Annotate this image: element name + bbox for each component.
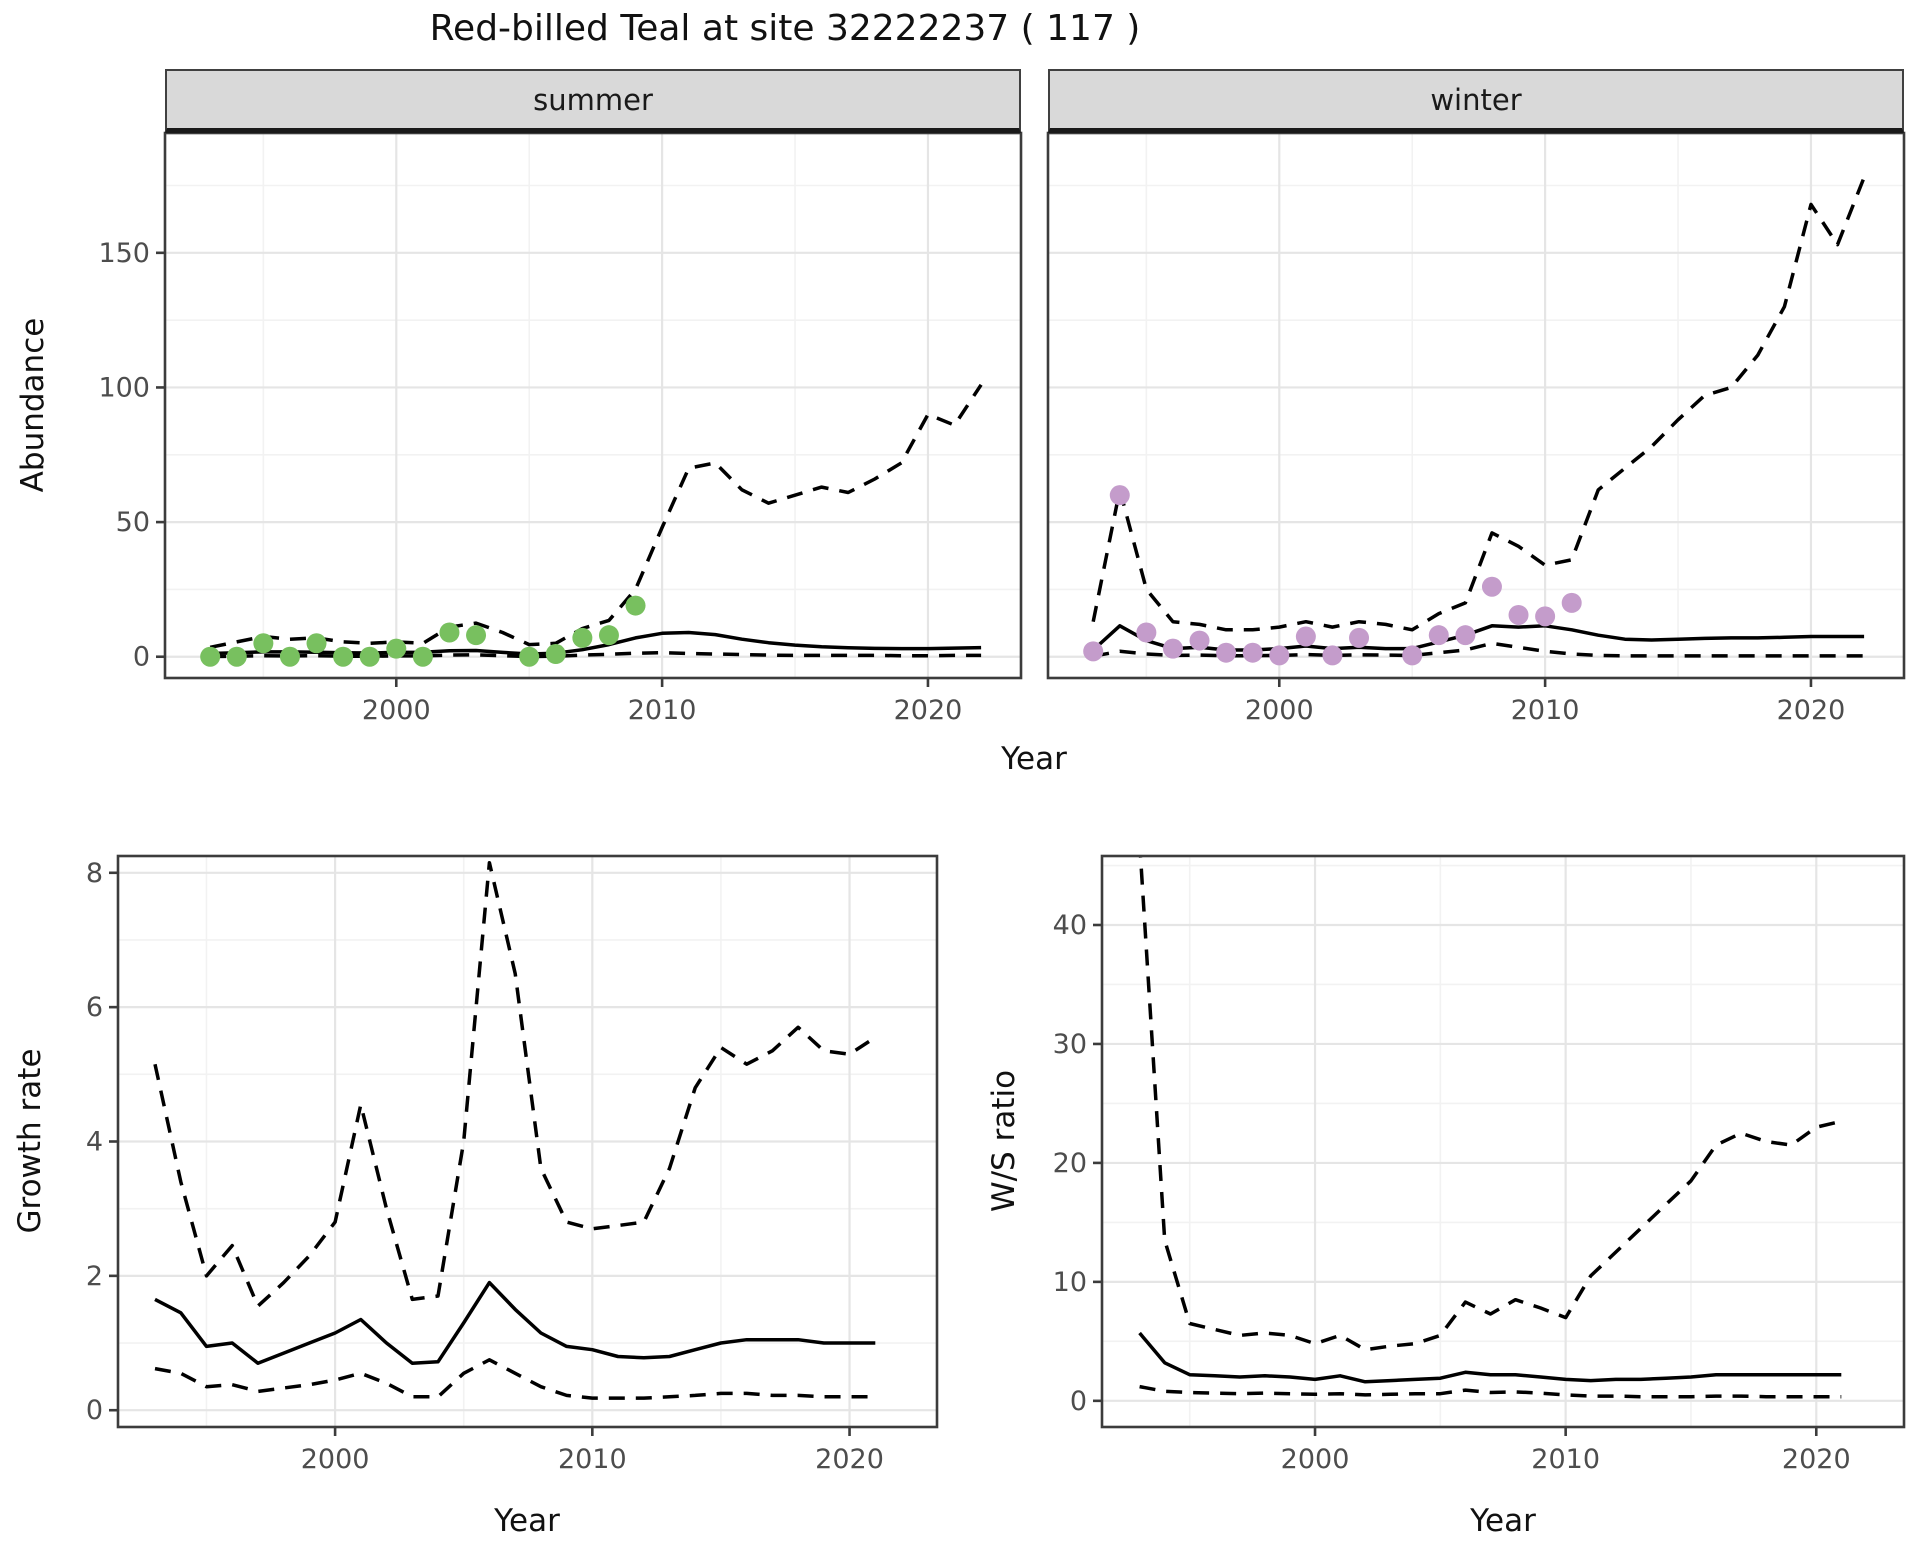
y-tick-label: 0 xyxy=(1070,1386,1087,1417)
data-point xyxy=(1561,592,1582,613)
data-point xyxy=(572,627,593,648)
x-tick-label: 2020 xyxy=(1782,1444,1851,1475)
data-point xyxy=(1455,625,1476,646)
facet-strip-winter: winter xyxy=(1048,69,1904,133)
data-point xyxy=(519,646,540,667)
data-point xyxy=(1216,642,1237,663)
x-tick-label: 2010 xyxy=(628,695,697,726)
data-point xyxy=(1083,641,1104,662)
data-point xyxy=(279,646,300,667)
data-point xyxy=(625,595,646,616)
data-point xyxy=(1136,622,1157,643)
y-axis-title-growth-rate: Growth rate xyxy=(12,1048,48,1234)
growth_rate-lower_ci-line xyxy=(154,1358,876,1400)
abundance_winter-series xyxy=(1083,176,1866,666)
data-point xyxy=(545,644,566,665)
panel-abundance_summer: 2000 2010 2020 0 50 100 150 xyxy=(98,131,1023,726)
data-point xyxy=(1322,645,1343,666)
facet-strip-summer-label: summer xyxy=(533,82,653,117)
x-tick-label: 2020 xyxy=(1777,695,1846,726)
y-tick-label: 0 xyxy=(86,1395,103,1426)
x-axis-title-year-ws: Year xyxy=(1470,1503,1536,1539)
data-point xyxy=(466,625,487,646)
x-tick-label: 2000 xyxy=(1281,1444,1350,1475)
x-tick-label: 2020 xyxy=(815,1444,884,1475)
x-tick-label: 2010 xyxy=(558,1444,627,1475)
abundance_winter-lower_ci-line xyxy=(1092,641,1865,658)
data-point xyxy=(598,625,619,646)
data-point xyxy=(1109,485,1130,506)
abundance_summer-upper_ci-line xyxy=(209,383,983,650)
y-axis-title-abundance: Abundance xyxy=(15,317,51,493)
panel-ws_ratio: 2000 2010 2020 0 10 20 30 40 xyxy=(1053,854,1906,1475)
ws_ratio-fit-line xyxy=(1138,1331,1842,1384)
ws_ratio-series xyxy=(1138,856,1842,1399)
growth_rate-series xyxy=(153,860,877,1400)
data-point xyxy=(253,633,274,654)
y-tick-label: 30 xyxy=(1053,1029,1087,1060)
data-point xyxy=(386,638,407,659)
data-point xyxy=(1428,625,1449,646)
x-axis-title-year-top: Year xyxy=(1001,741,1067,777)
data-point xyxy=(1269,645,1290,666)
panel-abundance_winter: 2000 2010 2020 xyxy=(1046,131,1906,726)
y-tick-label: 0 xyxy=(133,642,150,673)
x-tick-label: 2010 xyxy=(1511,695,1580,726)
data-point xyxy=(1481,576,1502,597)
y-tick-label: 100 xyxy=(98,372,150,403)
data-point xyxy=(1402,645,1423,666)
x-tick-label: 2020 xyxy=(894,695,963,726)
y-tick-label: 6 xyxy=(86,992,103,1023)
y-tick-label: 10 xyxy=(1053,1267,1087,1298)
growth_rate-upper_ci-line xyxy=(153,860,877,1308)
x-tick-label: 2000 xyxy=(301,1444,370,1475)
data-point xyxy=(1295,626,1316,647)
panel-growth_rate: 2000 2010 2020 0 2 4 6 8 xyxy=(86,854,939,1475)
y-tick-label: 4 xyxy=(86,1127,103,1158)
y-tick-label: 8 xyxy=(86,858,103,889)
y-tick-label: 20 xyxy=(1053,1148,1087,1179)
x-axis-title-year-growth: Year xyxy=(494,1503,560,1539)
y-axis-title-ws-ratio: W/S ratio xyxy=(986,1069,1022,1213)
facet-strip-summer: summer xyxy=(165,69,1021,133)
x-tick-label: 2000 xyxy=(1245,695,1314,726)
data-point xyxy=(306,633,327,654)
growth_rate-fit-line xyxy=(154,1280,876,1365)
ws_ratio-lower_ci-line xyxy=(1139,1384,1842,1399)
data-point xyxy=(359,646,380,667)
data-point xyxy=(226,646,247,667)
data-point xyxy=(412,646,433,667)
data-point xyxy=(439,622,460,643)
abundance_summer-lower_ci-line xyxy=(210,650,982,659)
abundance_summer-series xyxy=(200,383,983,667)
x-tick-label: 2010 xyxy=(1531,1444,1600,1475)
abundance_winter-upper_ci-line xyxy=(1091,176,1866,632)
data-point xyxy=(1349,627,1370,648)
abundance_winter-observation-points xyxy=(1083,485,1582,666)
ws_ratio-upper_ci-line xyxy=(1138,856,1842,1352)
y-tick-label: 50 xyxy=(116,507,150,538)
data-point xyxy=(1242,642,1263,663)
y-tick-label: 2 xyxy=(86,1261,103,1292)
y-tick-label: 40 xyxy=(1053,910,1087,941)
facet-strip-winter-label: winter xyxy=(1430,82,1522,117)
data-point xyxy=(1508,604,1529,625)
data-point xyxy=(333,646,354,667)
abundance_summer-observation-points xyxy=(200,595,646,667)
data-point xyxy=(1189,630,1210,651)
data-point xyxy=(200,646,221,667)
x-tick-label: 2000 xyxy=(362,695,431,726)
chart-title: Red-billed Teal at site 32222237 ( 117 ) xyxy=(429,8,1141,49)
data-point xyxy=(1162,638,1183,659)
data-point xyxy=(1535,606,1556,627)
y-tick-label: 150 xyxy=(98,238,150,269)
